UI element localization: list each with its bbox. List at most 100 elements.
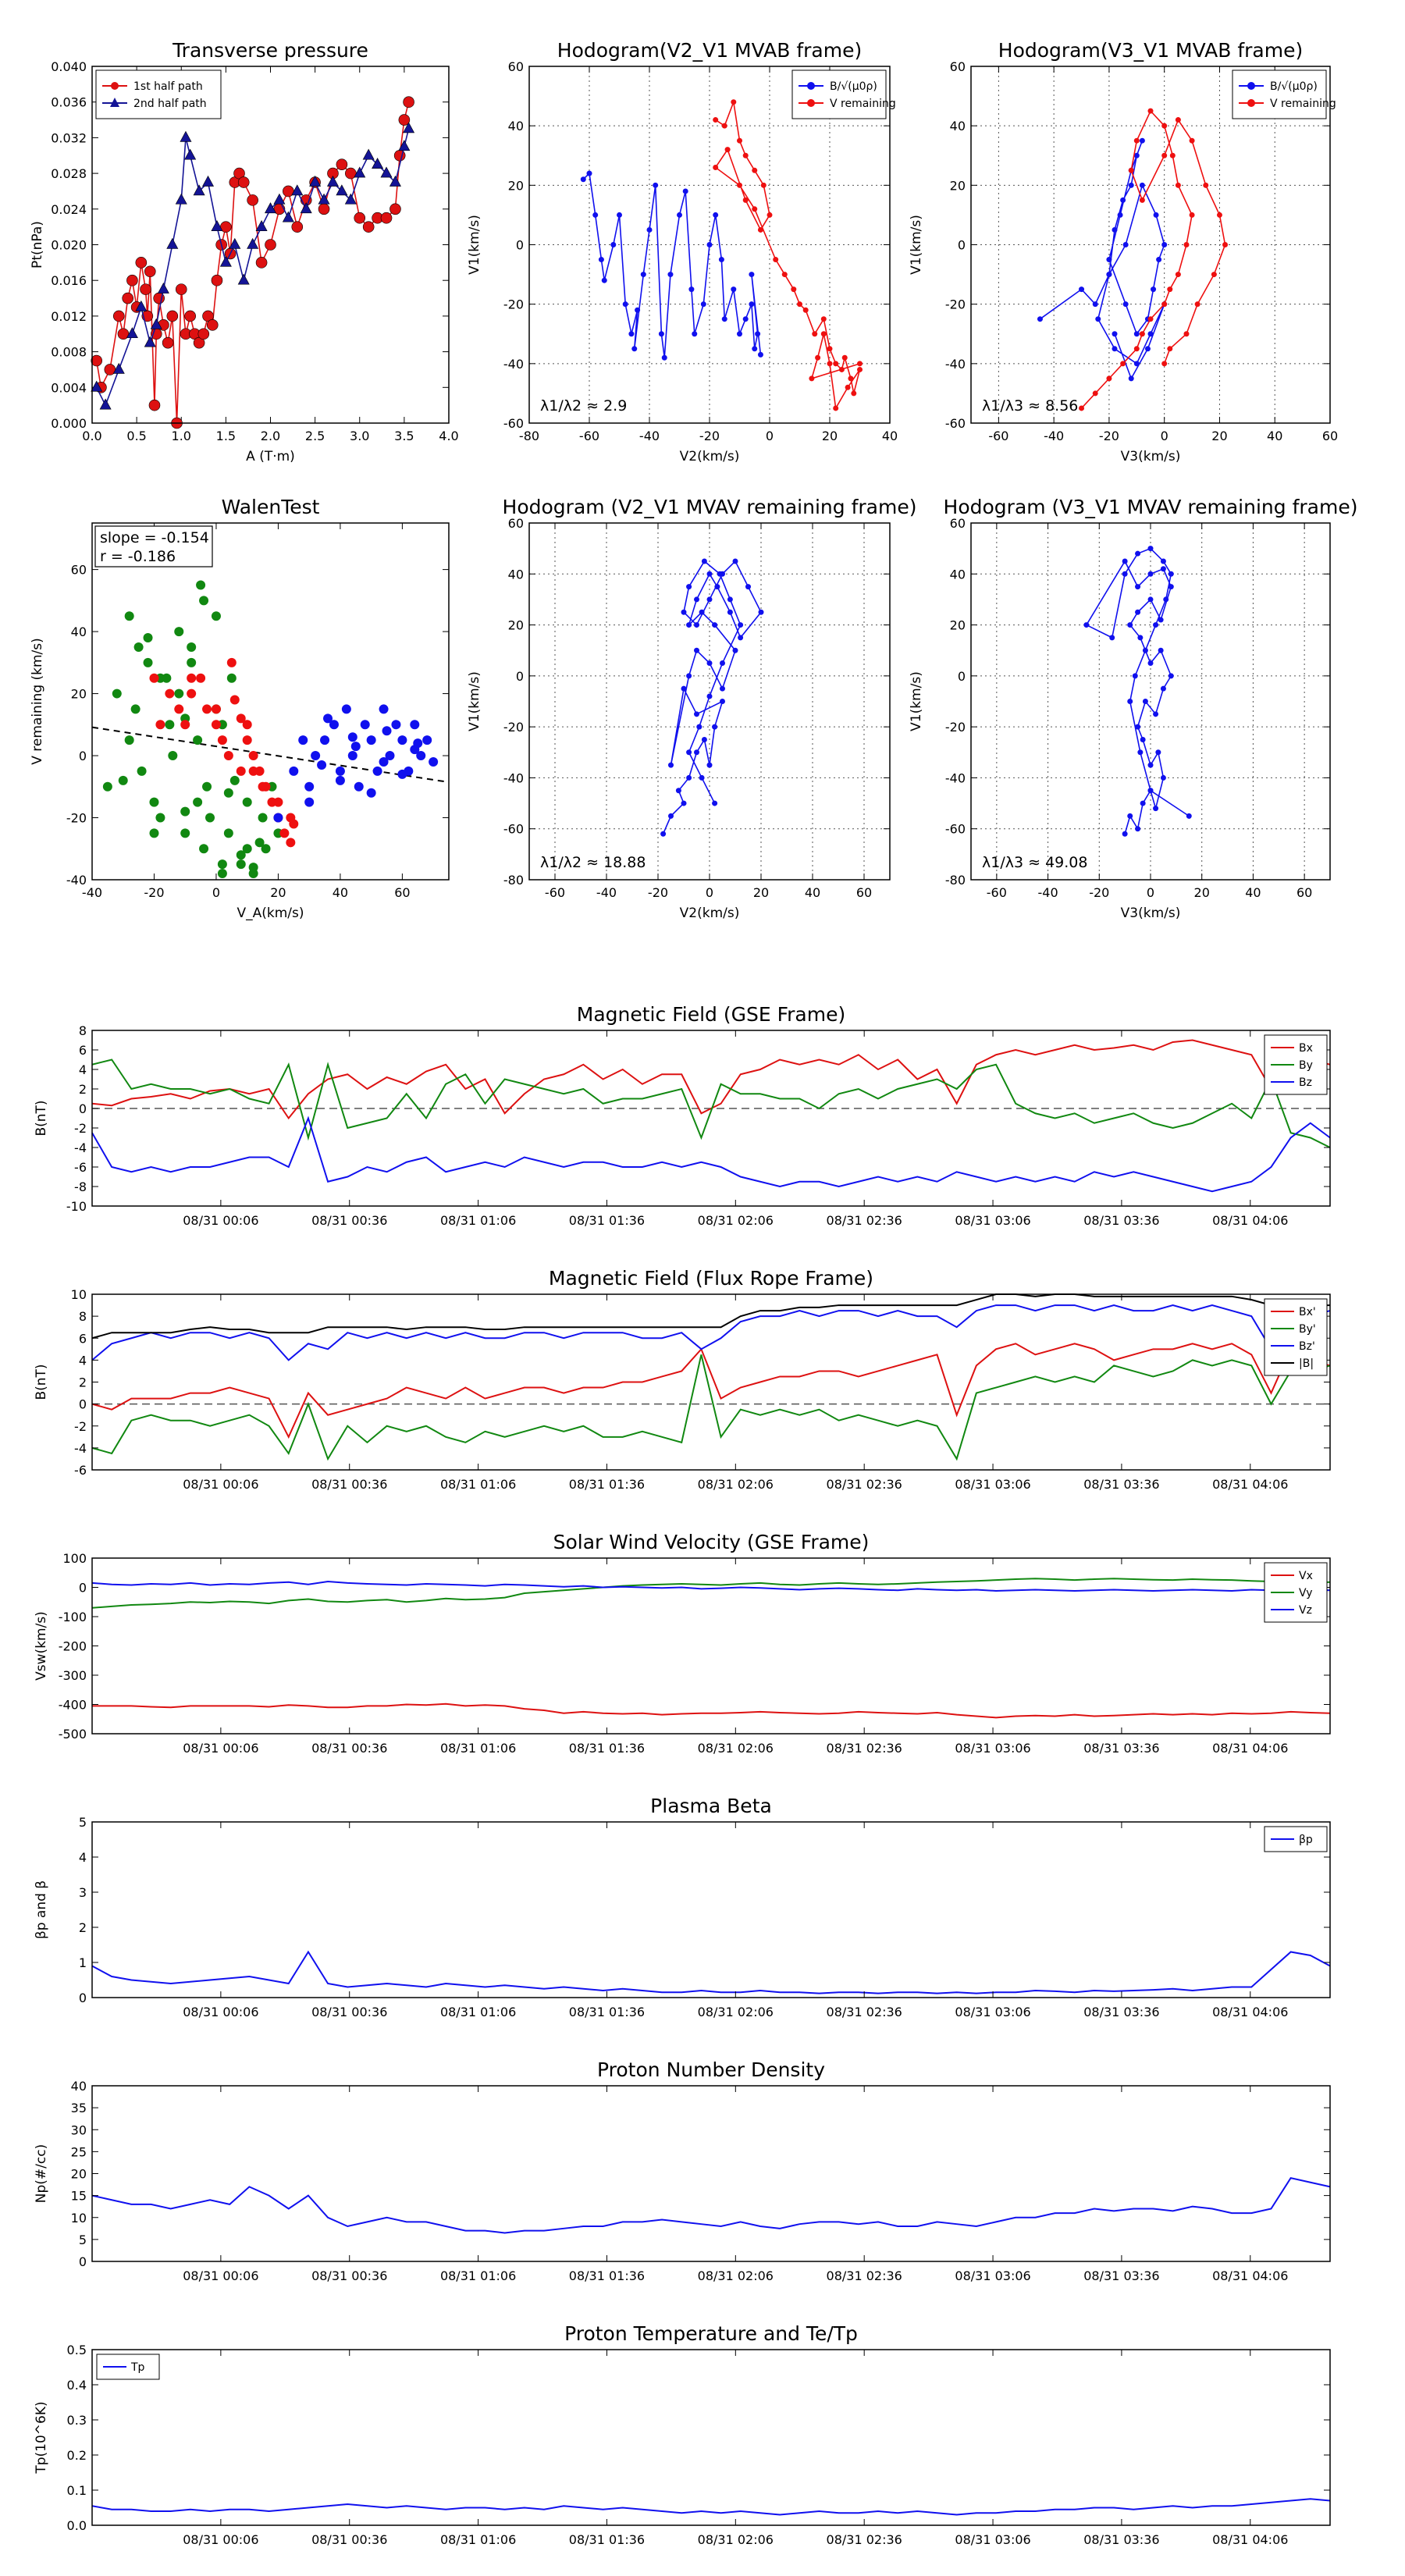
data-point [598, 257, 604, 263]
data-point [1133, 152, 1140, 158]
y-tick-label: 0 [79, 749, 87, 763]
data-point [206, 319, 219, 331]
data-point [1140, 800, 1146, 806]
y-tick-label: 2 [79, 1375, 87, 1390]
data-point [1112, 346, 1118, 352]
axes-frame [528, 522, 891, 881]
x-tick-label: 08/31 02:36 [827, 1213, 902, 1228]
data-point [1147, 108, 1154, 114]
data-point [264, 202, 277, 214]
y-axis-label: B(nT) [34, 1100, 49, 1136]
data-point [1135, 550, 1141, 557]
x-tick-label: 08/31 03:06 [955, 2005, 1030, 2019]
data-point [165, 720, 175, 730]
panel-bgse: 08/31 00:06 08/31 00:36 08/31 01:06 08/31 0… [34, 1003, 1331, 1228]
data-point [653, 182, 659, 188]
data-point [298, 735, 308, 745]
x-tick-label: -40 [82, 885, 102, 900]
data-point [1139, 197, 1145, 203]
x-tick-label: 08/31 02:36 [827, 2532, 902, 2547]
panel-beta: 08/31 00:06 08/31 00:36 08/31 01:06 08/31 0… [34, 1795, 1331, 2019]
data-point [1122, 242, 1129, 247]
x-tick-label: 08/31 01:36 [569, 1741, 645, 1756]
data-point [122, 292, 133, 304]
data-point [686, 622, 692, 628]
data-point [372, 766, 382, 776]
series-2 [273, 704, 439, 823]
data-point [1161, 361, 1168, 367]
data-point [706, 571, 713, 577]
data-point [1092, 301, 1098, 308]
x-tick-label: 08/31 02:06 [698, 1741, 774, 1756]
data-point [380, 212, 393, 224]
data-point [752, 167, 758, 173]
data-point [720, 660, 725, 667]
x-tick-label: 08/31 02:06 [698, 1477, 774, 1492]
y-tick-label: 0.008 [51, 345, 87, 360]
data-point [380, 166, 393, 178]
data-point [1222, 242, 1229, 247]
y-tick-label: 0.5 [67, 2343, 87, 2357]
data-point [738, 622, 744, 628]
series-line-1 [91, 1059, 1331, 1148]
data-point [640, 272, 646, 278]
data-point [1161, 242, 1168, 247]
x-tick-label: 40 [882, 429, 898, 443]
x-tick-label: 08/31 04:06 [1212, 2268, 1288, 2283]
data-point [737, 182, 742, 188]
data-point [1139, 137, 1145, 144]
data-point [162, 673, 172, 683]
data-point [667, 272, 674, 278]
x-tick-label: 08/31 04:06 [1212, 2005, 1288, 2019]
data-point [586, 170, 592, 176]
data-point [143, 657, 153, 667]
x-tick-label: 08/31 02:06 [698, 2005, 774, 2019]
x-tick-label: 08/31 02:36 [827, 2005, 902, 2019]
x-tick-label: 08/31 03:06 [955, 1741, 1030, 1756]
x-tick-label: 08/31 00:36 [311, 2532, 387, 2547]
data-point [1128, 167, 1134, 173]
data-point [1137, 749, 1144, 756]
legend-marker [1247, 82, 1255, 90]
x-tick-label: 60 [1322, 429, 1338, 443]
data-point [713, 212, 719, 218]
y-tick-label: -4 [74, 1441, 87, 1456]
data-point [718, 257, 724, 263]
y-tick-label: 100 [62, 1551, 87, 1566]
legend-label: By' [1299, 1323, 1316, 1336]
series-1 [1079, 108, 1229, 411]
x-tick-label: 08/31 01:06 [440, 1741, 516, 1756]
data-point [1163, 596, 1169, 603]
data-point [273, 193, 286, 205]
y-tick-label: 25 [71, 2144, 87, 2159]
data-point [1175, 272, 1181, 278]
x-tick-label: 08/31 01:06 [440, 1477, 516, 1492]
data-point [354, 212, 366, 224]
data-point [1037, 316, 1043, 322]
x-tick-label: 08/31 00:06 [183, 2532, 258, 2547]
y-tick-label: 10 [71, 1287, 87, 1302]
data-point [236, 850, 246, 860]
data-point [1160, 558, 1166, 564]
data-point [675, 788, 681, 794]
legend-label: Bx' [1299, 1306, 1316, 1318]
x-tick-label: 1.5 [216, 429, 236, 443]
y-tick-label: 4 [79, 1062, 87, 1077]
x-tick-label: 0 [212, 885, 220, 900]
y-tick-label: 20 [950, 618, 966, 633]
data-point [742, 152, 749, 158]
chart-title: Plasma Beta [650, 1795, 772, 1817]
data-point [217, 869, 227, 879]
panel-vsw: 08/31 00:06 08/31 00:36 08/31 01:06 08/31 0… [34, 1531, 1331, 1756]
eigenvalue-annotation: λ1/λ2 ≈ 2.9 [540, 397, 627, 415]
data-point [1133, 361, 1140, 367]
x-tick-label: 08/31 02:36 [827, 2268, 902, 2283]
legend-label: By [1299, 1059, 1313, 1072]
data-point [184, 310, 196, 322]
series-line [1085, 547, 1190, 834]
data-point [91, 380, 103, 392]
y-tick-label: -40 [503, 357, 524, 372]
data-point [712, 622, 718, 628]
x-tick-label: -20 [699, 429, 720, 443]
data-point [1147, 571, 1154, 577]
